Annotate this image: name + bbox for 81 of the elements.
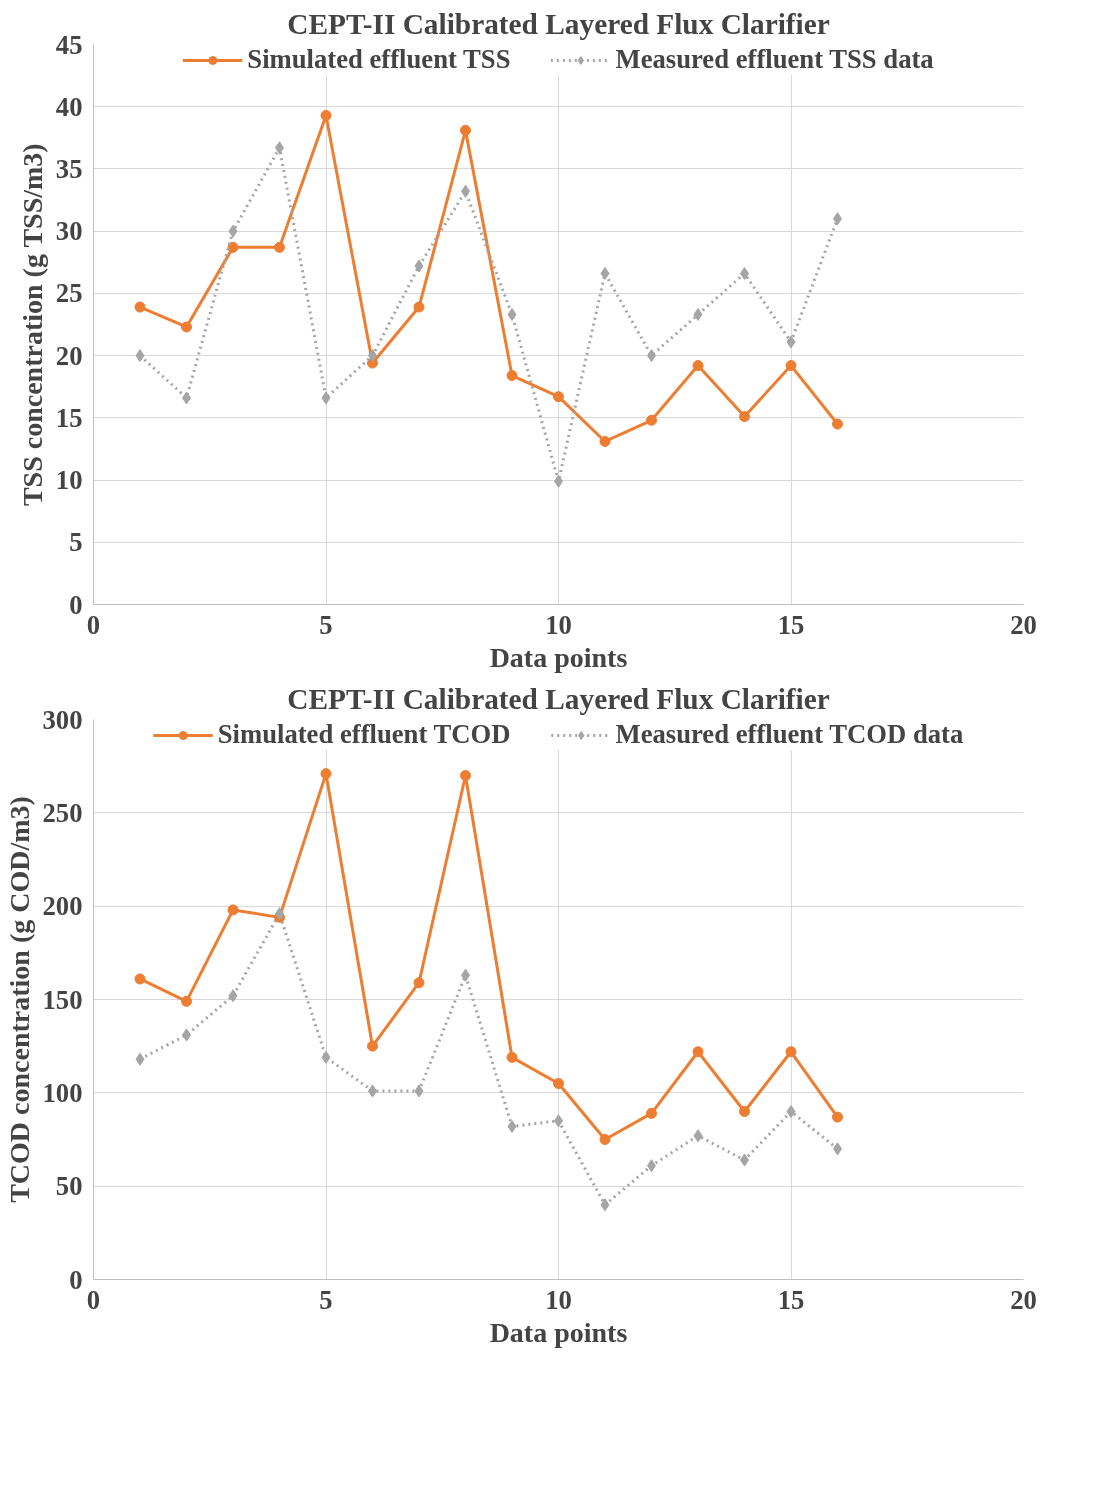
- point: [460, 124, 471, 136]
- y-tick-label: 30: [55, 216, 83, 247]
- point: [599, 435, 611, 447]
- point: [414, 259, 424, 273]
- y-tick-label: 45: [55, 29, 83, 60]
- point: [600, 266, 610, 280]
- y-axis-title: TSS concentration (g TSS/m3): [16, 143, 48, 507]
- chart-title: CEPT-II Calibrated Layered Flux Clarifier: [287, 682, 830, 715]
- y-tick-label: 40: [55, 91, 83, 122]
- point: [460, 770, 471, 781]
- y-tick-label: 10: [55, 465, 83, 496]
- point: [832, 418, 843, 430]
- point: [135, 349, 145, 363]
- point: [135, 1052, 145, 1066]
- point: [553, 1078, 564, 1089]
- point: [227, 241, 239, 253]
- x-axis-title: Data points: [489, 1316, 628, 1348]
- point: [600, 1198, 610, 1212]
- x-tick-label: 15: [777, 1284, 805, 1315]
- legend-label: Simulated effluent TCOD: [217, 719, 511, 750]
- x-tick-label: 20: [1010, 609, 1037, 640]
- x-tick-label: 15: [777, 609, 805, 640]
- y-tick-label: 15: [55, 402, 83, 433]
- y-tick-label: 100: [42, 1077, 83, 1108]
- point: [507, 1119, 517, 1133]
- point: [599, 1134, 611, 1145]
- point: [739, 1106, 750, 1117]
- y-tick-label: 25: [55, 278, 83, 309]
- point: [134, 301, 146, 313]
- x-tick-label: 20: [1010, 1284, 1037, 1315]
- y-tick-label: 200: [42, 891, 83, 922]
- point: [413, 301, 425, 313]
- point: [227, 904, 239, 916]
- point: [692, 1046, 704, 1058]
- y-tick-label: 0: [69, 1264, 83, 1295]
- point: [785, 360, 797, 372]
- x-tick-label: 10: [545, 1284, 572, 1315]
- x-tick-label: 5: [319, 609, 333, 640]
- y-tick-label: 20: [55, 340, 83, 371]
- point: [228, 989, 238, 1003]
- point: [506, 1051, 518, 1063]
- legend-label: Simulated effluent TSS: [247, 44, 511, 75]
- y-tick-label: 50: [55, 1171, 83, 1202]
- y-tick-label: 0: [69, 589, 83, 620]
- point: [832, 1111, 843, 1123]
- point: [320, 768, 332, 780]
- legend-label: Measured effluent TSS data: [615, 44, 934, 75]
- x-tick-label: 10: [545, 609, 572, 640]
- point: [367, 1040, 378, 1052]
- y-tick-label: 150: [42, 984, 83, 1015]
- point: [786, 1105, 796, 1118]
- point: [693, 308, 703, 322]
- point: [321, 1050, 331, 1064]
- point: [507, 308, 517, 322]
- point: [692, 360, 704, 372]
- point: [786, 335, 796, 349]
- point: [320, 109, 332, 121]
- point: [181, 995, 192, 1007]
- point: [785, 1046, 797, 1058]
- point: [739, 411, 750, 423]
- point: [414, 1084, 424, 1098]
- x-axis-title: Data points: [489, 641, 628, 673]
- y-tick-label: 35: [55, 153, 83, 184]
- point: [553, 391, 564, 403]
- point: [413, 977, 425, 989]
- point: [321, 391, 331, 405]
- point: [181, 321, 192, 333]
- y-tick-label: 5: [69, 527, 83, 558]
- point: [506, 370, 518, 382]
- point: [134, 973, 146, 985]
- point: [693, 1129, 703, 1143]
- y-tick-label: 300: [42, 704, 83, 735]
- point: [646, 1107, 657, 1119]
- legend-label: Measured effluent TCOD data: [615, 719, 964, 750]
- y-tick-label: 250: [42, 797, 83, 828]
- chart-title: CEPT-II Calibrated Layered Flux Clarifier: [287, 7, 830, 40]
- point: [646, 414, 657, 426]
- x-tick-label: 5: [319, 1284, 333, 1315]
- point: [274, 241, 285, 253]
- y-axis-title: TCOD concentration (g COD/m3): [3, 796, 35, 1203]
- point: [228, 224, 238, 238]
